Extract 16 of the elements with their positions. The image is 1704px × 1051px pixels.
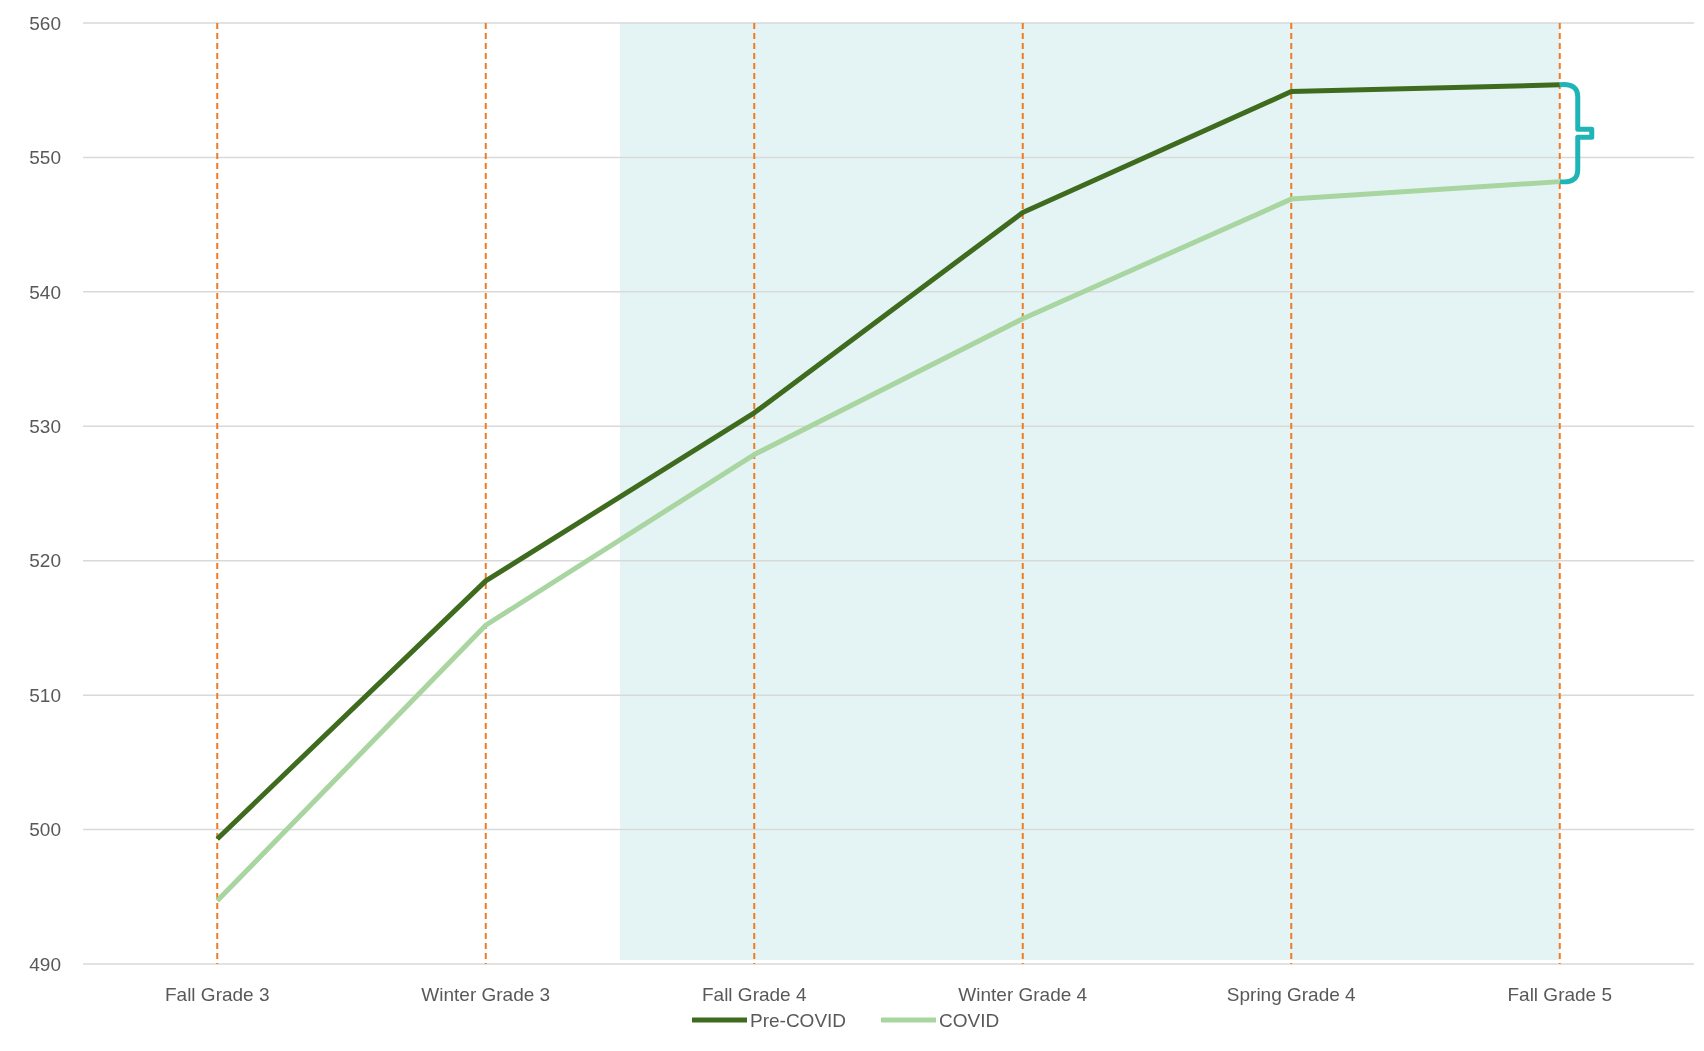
x-tick-label: Winter Grade 4: [958, 984, 1088, 1005]
y-tick-label: 510: [29, 684, 61, 706]
y-tick-label: 500: [29, 819, 61, 841]
y-tick-label: 490: [29, 953, 61, 975]
x-tick-label: Spring Grade 4: [1226, 984, 1357, 1005]
y-tick-label: 550: [29, 147, 61, 169]
x-tick-label: Fall Grade 4: [701, 984, 807, 1005]
legend-label: COVID: [939, 1009, 1000, 1031]
x-tick-label: Fall Grade 3: [164, 984, 270, 1005]
y-tick-label: 520: [29, 550, 61, 572]
y-tick-label: 560: [29, 12, 61, 34]
legend-label: Pre-COVID: [750, 1009, 847, 1031]
y-tick-label: 540: [29, 281, 61, 303]
x-tick-label: Fall Grade 5: [1507, 984, 1613, 1005]
x-tick-label: Winter Grade 3: [421, 984, 551, 1005]
y-tick-label: 530: [29, 415, 61, 437]
